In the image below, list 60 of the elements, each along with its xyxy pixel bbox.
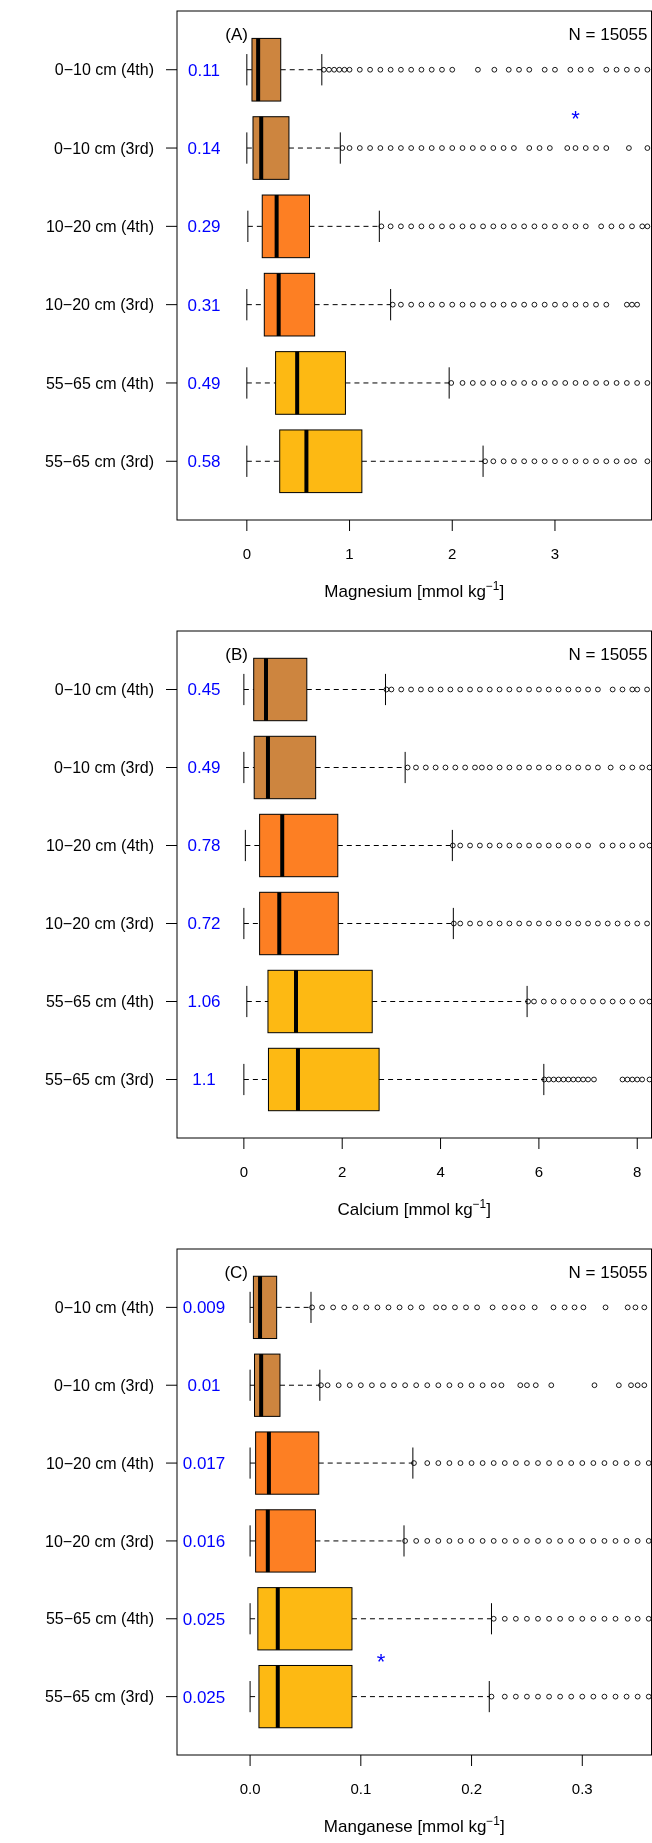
text: 0.78: [187, 836, 221, 856]
y-tick-label: 0−10 cm (4th): [54, 681, 154, 699]
x-tick-label: 2: [448, 545, 457, 563]
x-axis-title: Manganese [mmol kg$^{−1}$]: [323, 1813, 505, 1836]
text: (C): [224, 1263, 248, 1282]
text: 0.29: [187, 217, 221, 237]
y-tick-label: 10−20 cm (4th): [45, 217, 154, 235]
x-tick-label: 3: [550, 545, 560, 563]
text: 0.45: [187, 680, 221, 700]
text: 0.11: [188, 60, 220, 80]
y-tick-label: 55−65 cm (3rd): [45, 1071, 154, 1089]
x-tick-label: 0.0: [239, 1780, 261, 1798]
x-tick-label: 2: [338, 1163, 347, 1181]
x-tick-label: 1: [345, 545, 354, 563]
y-tick-label: 0−10 cm (4th): [54, 1298, 154, 1316]
y-tick-label: 10−20 cm (4th): [45, 1454, 154, 1472]
x-tick-label: 6: [534, 1163, 544, 1181]
y-tick-label: 55−65 cm (4th): [45, 993, 154, 1011]
text: 0.009: [182, 1298, 226, 1318]
text: 1.1: [192, 1070, 216, 1090]
x-tick-label: 0.3: [571, 1780, 593, 1798]
y-tick-label: 0−10 cm (3rd): [53, 139, 154, 157]
text: 0.016: [182, 1531, 226, 1551]
text: 1.06: [187, 992, 221, 1012]
text: 0.025: [182, 1687, 226, 1707]
annotation: N = 15055: [568, 25, 648, 44]
y-tick-label: 0−10 cm (4th): [54, 61, 154, 79]
y-tick-label: 0−10 cm (3rd): [53, 1376, 154, 1394]
text: 0.49: [187, 758, 221, 778]
x-tick-label: 4: [436, 1163, 445, 1181]
annotation: N = 15055: [568, 645, 648, 664]
text: 0.14: [187, 138, 221, 158]
x-tick-label: 0: [242, 545, 252, 563]
y-tick-label: 10−20 cm (3rd): [45, 915, 154, 933]
y-tick-label: 10−20 cm (3rd): [45, 296, 154, 314]
text: 0.31: [187, 295, 221, 315]
y-tick-label: 0−10 cm (3rd): [53, 759, 154, 777]
text: 0.017: [182, 1454, 226, 1474]
x-tick-label: 8: [633, 1163, 642, 1181]
y-tick-label: 10−20 cm (3rd): [45, 1532, 154, 1550]
y-tick-label: 55−65 cm (4th): [45, 1610, 154, 1628]
y-tick-label: 55−65 cm (4th): [45, 374, 154, 392]
y-tick-label: 55−65 cm (3rd): [45, 452, 154, 470]
x-tick-label: 0: [239, 1163, 249, 1181]
text: 0.01: [187, 1376, 221, 1396]
text: 0.58: [187, 452, 221, 472]
text: 0.72: [187, 914, 221, 934]
x-tick-label: 0.1: [350, 1780, 372, 1798]
text: (B): [225, 645, 248, 664]
x-axis-title: Calcium [mmol kg$^{−1}$]: [337, 1196, 491, 1219]
y-tick-label: 10−20 cm (4th): [45, 837, 154, 855]
annotation: N = 15055: [568, 1263, 648, 1282]
x-axis-title: Magnesium [mmol kg$^{−1}$]: [324, 578, 505, 601]
text: 0.025: [182, 1609, 226, 1629]
text: 0.49: [187, 373, 221, 393]
annotation: *: [571, 105, 581, 131]
x-tick-label: 0.2: [461, 1780, 482, 1798]
text: (A): [225, 25, 248, 44]
y-tick-label: 55−65 cm (3rd): [45, 1688, 154, 1706]
annotation: *: [376, 1649, 386, 1675]
